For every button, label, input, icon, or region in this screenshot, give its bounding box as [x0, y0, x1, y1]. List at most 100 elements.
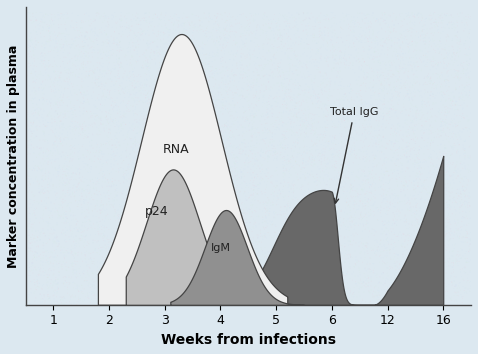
- Point: [275, 298, 283, 303]
- Point: [169, 292, 177, 297]
- Point: [466, 90, 474, 95]
- Point: [189, 297, 197, 303]
- Point: [317, 56, 325, 61]
- Point: [234, 233, 242, 239]
- Point: [239, 133, 246, 139]
- Point: [427, 130, 435, 136]
- Point: [96, 189, 103, 194]
- Point: [243, 291, 250, 297]
- Point: [434, 90, 441, 96]
- Point: [165, 248, 173, 253]
- Point: [250, 198, 258, 203]
- Point: [89, 293, 97, 298]
- Point: [418, 127, 426, 132]
- Point: [326, 138, 334, 144]
- Point: [189, 12, 196, 17]
- Point: [39, 150, 47, 156]
- Point: [337, 267, 345, 273]
- Point: [403, 36, 411, 42]
- Point: [463, 62, 471, 68]
- Point: [164, 17, 172, 22]
- Point: [76, 224, 83, 230]
- Point: [279, 145, 286, 151]
- Point: [166, 234, 174, 239]
- Point: [392, 209, 400, 214]
- Point: [336, 222, 343, 228]
- Point: [328, 156, 336, 162]
- Point: [176, 151, 184, 157]
- Point: [347, 254, 355, 259]
- Point: [255, 44, 262, 49]
- Point: [63, 141, 70, 147]
- Point: [58, 262, 66, 268]
- Point: [462, 53, 470, 58]
- Point: [61, 255, 68, 261]
- Point: [72, 267, 80, 273]
- Point: [299, 51, 307, 57]
- Point: [118, 86, 126, 92]
- Point: [462, 72, 470, 78]
- Point: [83, 270, 91, 275]
- Point: [41, 91, 48, 97]
- Point: [368, 269, 375, 274]
- Point: [160, 246, 167, 251]
- Point: [382, 169, 390, 174]
- Point: [381, 253, 389, 259]
- Point: [316, 151, 324, 156]
- Point: [323, 261, 331, 267]
- Point: [378, 10, 386, 16]
- Point: [78, 275, 86, 281]
- Point: [106, 55, 114, 61]
- Point: [262, 187, 270, 192]
- Point: [260, 130, 267, 136]
- Point: [65, 264, 72, 270]
- Point: [217, 69, 225, 75]
- Point: [174, 36, 182, 42]
- Point: [172, 257, 180, 263]
- Point: [184, 18, 191, 24]
- Point: [222, 264, 230, 270]
- Point: [355, 34, 362, 39]
- Point: [201, 174, 209, 179]
- Point: [302, 62, 310, 68]
- Point: [447, 173, 455, 179]
- Point: [144, 293, 152, 299]
- Point: [109, 255, 117, 260]
- Point: [438, 120, 445, 126]
- Point: [160, 291, 167, 297]
- Point: [386, 84, 393, 90]
- Point: [397, 24, 405, 30]
- Point: [82, 123, 89, 129]
- Point: [265, 211, 273, 217]
- Point: [260, 41, 268, 47]
- Point: [47, 84, 54, 90]
- Point: [48, 156, 56, 162]
- Point: [76, 66, 84, 72]
- Point: [108, 170, 115, 175]
- Point: [223, 252, 230, 258]
- Point: [430, 101, 437, 107]
- Point: [342, 175, 350, 181]
- Point: [269, 85, 276, 91]
- Point: [111, 284, 119, 290]
- Point: [295, 288, 303, 293]
- Point: [103, 202, 110, 207]
- Point: [390, 93, 397, 99]
- Point: [221, 103, 229, 109]
- Point: [120, 223, 127, 229]
- Point: [411, 115, 419, 121]
- Point: [199, 194, 207, 200]
- Point: [441, 109, 449, 115]
- Point: [261, 206, 268, 211]
- Point: [393, 40, 401, 46]
- Point: [227, 141, 234, 146]
- Point: [207, 296, 215, 302]
- Point: [223, 99, 230, 105]
- Point: [361, 211, 369, 216]
- Point: [161, 244, 168, 250]
- Point: [308, 212, 316, 217]
- Point: [253, 232, 261, 238]
- Point: [39, 53, 47, 59]
- Point: [239, 211, 247, 217]
- Point: [417, 206, 424, 212]
